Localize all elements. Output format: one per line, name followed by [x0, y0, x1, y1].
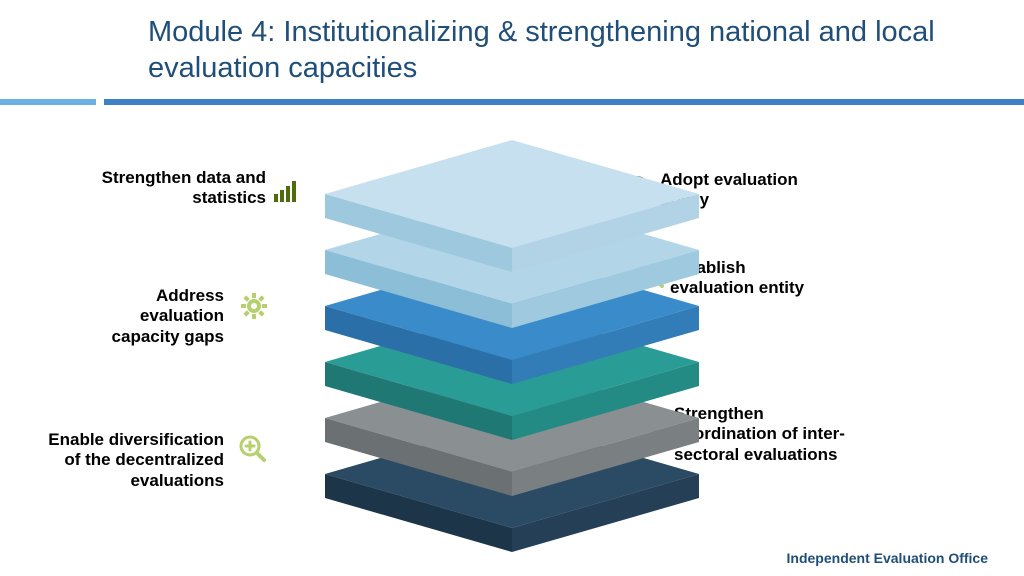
title-rule [0, 99, 1024, 105]
layer-stack [325, 140, 699, 560]
gear-icon [240, 292, 268, 320]
stack-slab [325, 140, 699, 272]
bars-icon [272, 176, 300, 204]
title-rule-short [0, 99, 96, 105]
callout-label: Strengthen coordination of inter-sectora… [674, 404, 864, 465]
zoom-plus-icon [238, 434, 266, 462]
callout-label: Strengthen data and statistics [86, 168, 266, 209]
page-title: Module 4: Institutionalizing & strengthe… [148, 14, 1024, 87]
title-rule-long [104, 99, 1024, 105]
callout-label: Enable diversification of the decentrali… [44, 430, 224, 491]
callout-label: Address evaluation capacity gaps [94, 286, 224, 347]
footer-credit: Independent Evaluation Office [787, 550, 988, 566]
